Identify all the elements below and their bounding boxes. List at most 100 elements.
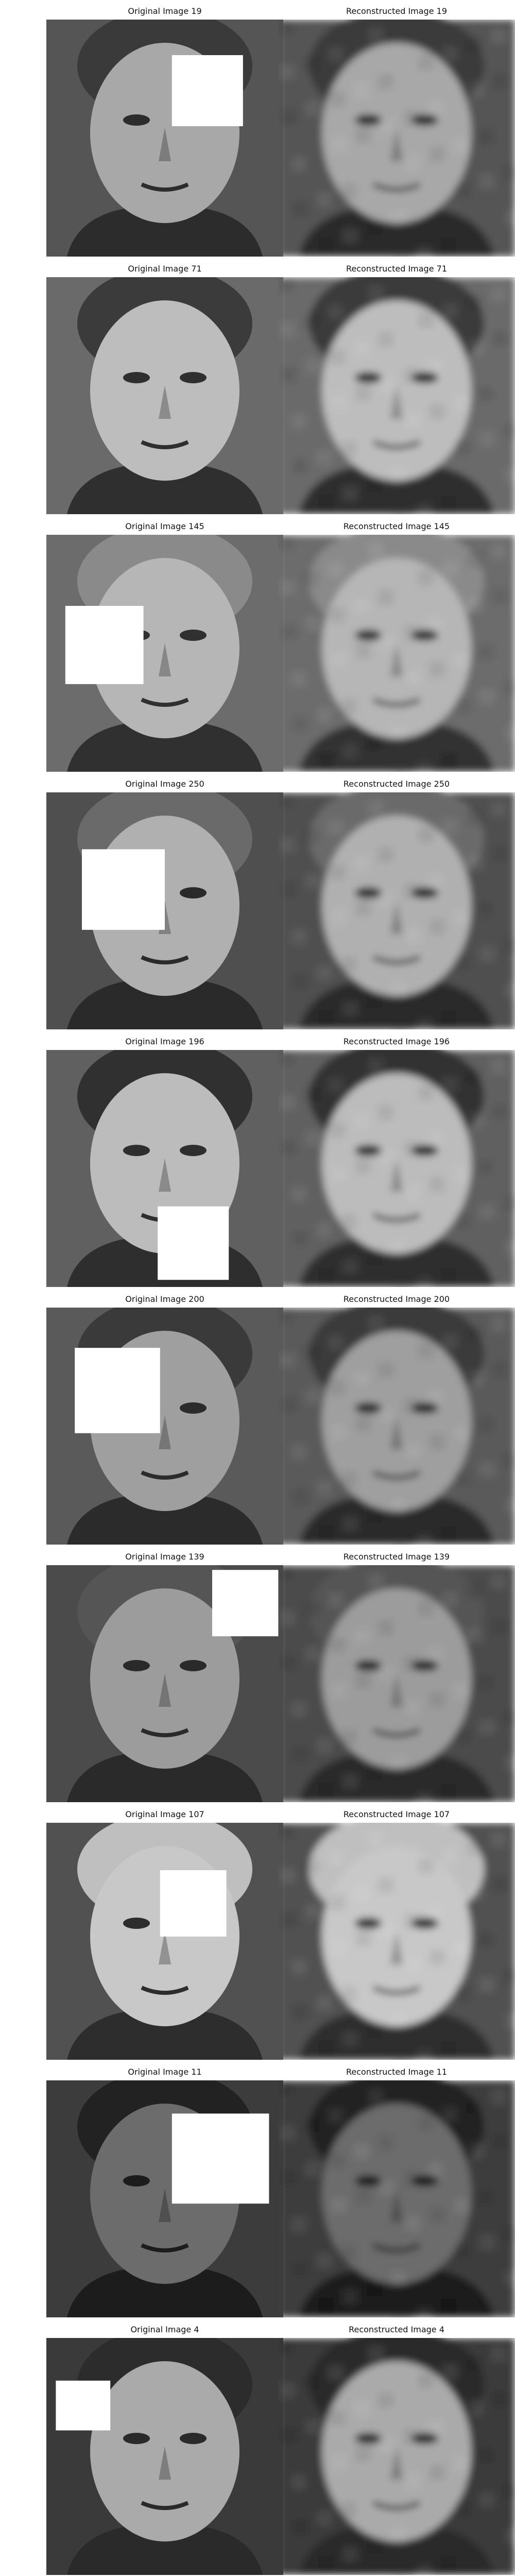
occlusion-mask [212,1570,279,1636]
reconstructed-face-image [278,535,515,772]
reconstructed-face-image [278,1308,515,1545]
reconstructed-image-cell: Reconstructed Image 250 [276,773,515,1030]
nose [390,2446,403,2480]
occlusion-mask [75,1348,160,1433]
nose [159,1416,171,1449]
occlusion-mask [171,2113,269,2204]
reconstructed-face-image [278,1565,515,1802]
right-eye [180,887,207,899]
left-eye [355,114,382,126]
image-pair-row: Original Image 107 Reconstructed Image 10… [0,1803,515,2061]
left-eye [355,1402,382,1414]
original-face-image [46,2338,283,2575]
original-face-image [46,535,283,772]
left-eye [123,372,150,383]
original-face-image [46,2080,283,2317]
original-image-cell: Original Image 4 [44,2318,286,2576]
mouth [372,440,421,449]
right-eye [180,1402,207,1414]
left-eye [123,1918,150,1929]
reconstructed-image-cell: Reconstructed Image 71 [276,258,515,515]
original-face-image [46,1565,283,1802]
nose [159,128,171,161]
mouth [372,1470,421,1480]
reconstructed-face-image [278,1823,515,2060]
image-pair-row: Original Image 250 Reconstructed Image 25… [0,773,515,1030]
original-image-title: Original Image 196 [125,1037,204,1046]
mouth [372,698,421,707]
shoulders [67,978,263,1029]
right-eye [180,1660,207,1671]
reconstructed-face-image [278,277,515,514]
nose [159,1931,171,1964]
reconstructed-image-cell: Reconstructed Image 19 [276,0,515,258]
mouth [372,1728,421,1737]
mouth [372,1213,421,1222]
original-image-title: Original Image 200 [125,1294,204,1304]
shoulders [67,2523,263,2575]
original-image-title: Original Image 107 [125,1809,204,1819]
nose [390,1673,403,1707]
original-image-cell: Original Image 196 [44,1030,286,1288]
original-face-image [46,277,283,514]
original-image-title: Original Image 145 [125,521,204,531]
left-eye [355,1660,382,1671]
original-face-image [46,20,283,257]
image-pair-row: Original Image 200 Reconstructed Image 20… [0,1288,515,1546]
mouth [141,2243,189,2252]
reconstructed-image-cell: Reconstructed Image 196 [276,1030,515,1288]
original-image-cell: Original Image 139 [44,1546,286,1803]
right-eye [180,630,207,641]
left-eye [355,1145,382,1156]
left-eye [355,372,382,383]
reconstructed-face-image [278,2338,515,2575]
original-image-title: Original Image 11 [128,2067,202,2077]
reconstructed-image-cell: Reconstructed Image 200 [276,1288,515,1546]
mouth [141,1986,189,1995]
face [90,1588,239,1769]
mouth [372,2243,421,2252]
reconstructed-image-cell: Reconstructed Image 145 [276,515,515,773]
original-face-image [46,1823,283,2060]
shoulders [67,1751,263,1802]
reconstructed-image-title: Reconstructed Image 145 [343,521,450,531]
mouth [372,1986,421,1995]
shoulders [67,2266,263,2317]
mouth [141,955,189,964]
face [90,2361,239,2541]
mouth [141,698,189,707]
left-eye [355,887,382,899]
nose [390,901,403,934]
mouth [141,1728,189,1737]
nose [390,385,403,419]
mouth [372,955,421,964]
face [90,558,239,738]
reconstructed-image-title: Reconstructed Image 200 [343,1294,450,1304]
original-image-title: Original Image 139 [125,1552,204,1562]
left-eye [123,1145,150,1156]
left-eye [123,2175,150,2187]
reconstructed-image-title: Reconstructed Image 107 [343,1809,450,1819]
reconstructed-image-cell: Reconstructed Image 139 [276,1546,515,1803]
nose [159,1673,171,1707]
mouth [372,2501,421,2510]
occlusion-mask [82,849,165,930]
original-face-image [46,792,283,1029]
left-eye [355,1918,382,1929]
original-face-image [46,1308,283,1545]
occlusion-mask [65,606,144,684]
face [90,300,239,481]
left-eye [123,2433,150,2444]
nose [159,1158,171,1192]
left-eye [355,630,382,641]
reconstructed-face-image [278,2080,515,2317]
original-image-cell: Original Image 71 [44,258,286,515]
nose [159,385,171,419]
image-pair-row: Original Image 145 Reconstructed Image 14… [0,515,515,773]
mouth [372,182,421,192]
occlusion-mask [171,55,243,126]
image-pair-row: Original Image 4 Reconstructed Image 4 [0,2318,515,2576]
nose [159,2189,171,2222]
nose [390,1931,403,1964]
original-image-cell: Original Image 250 [44,773,286,1030]
